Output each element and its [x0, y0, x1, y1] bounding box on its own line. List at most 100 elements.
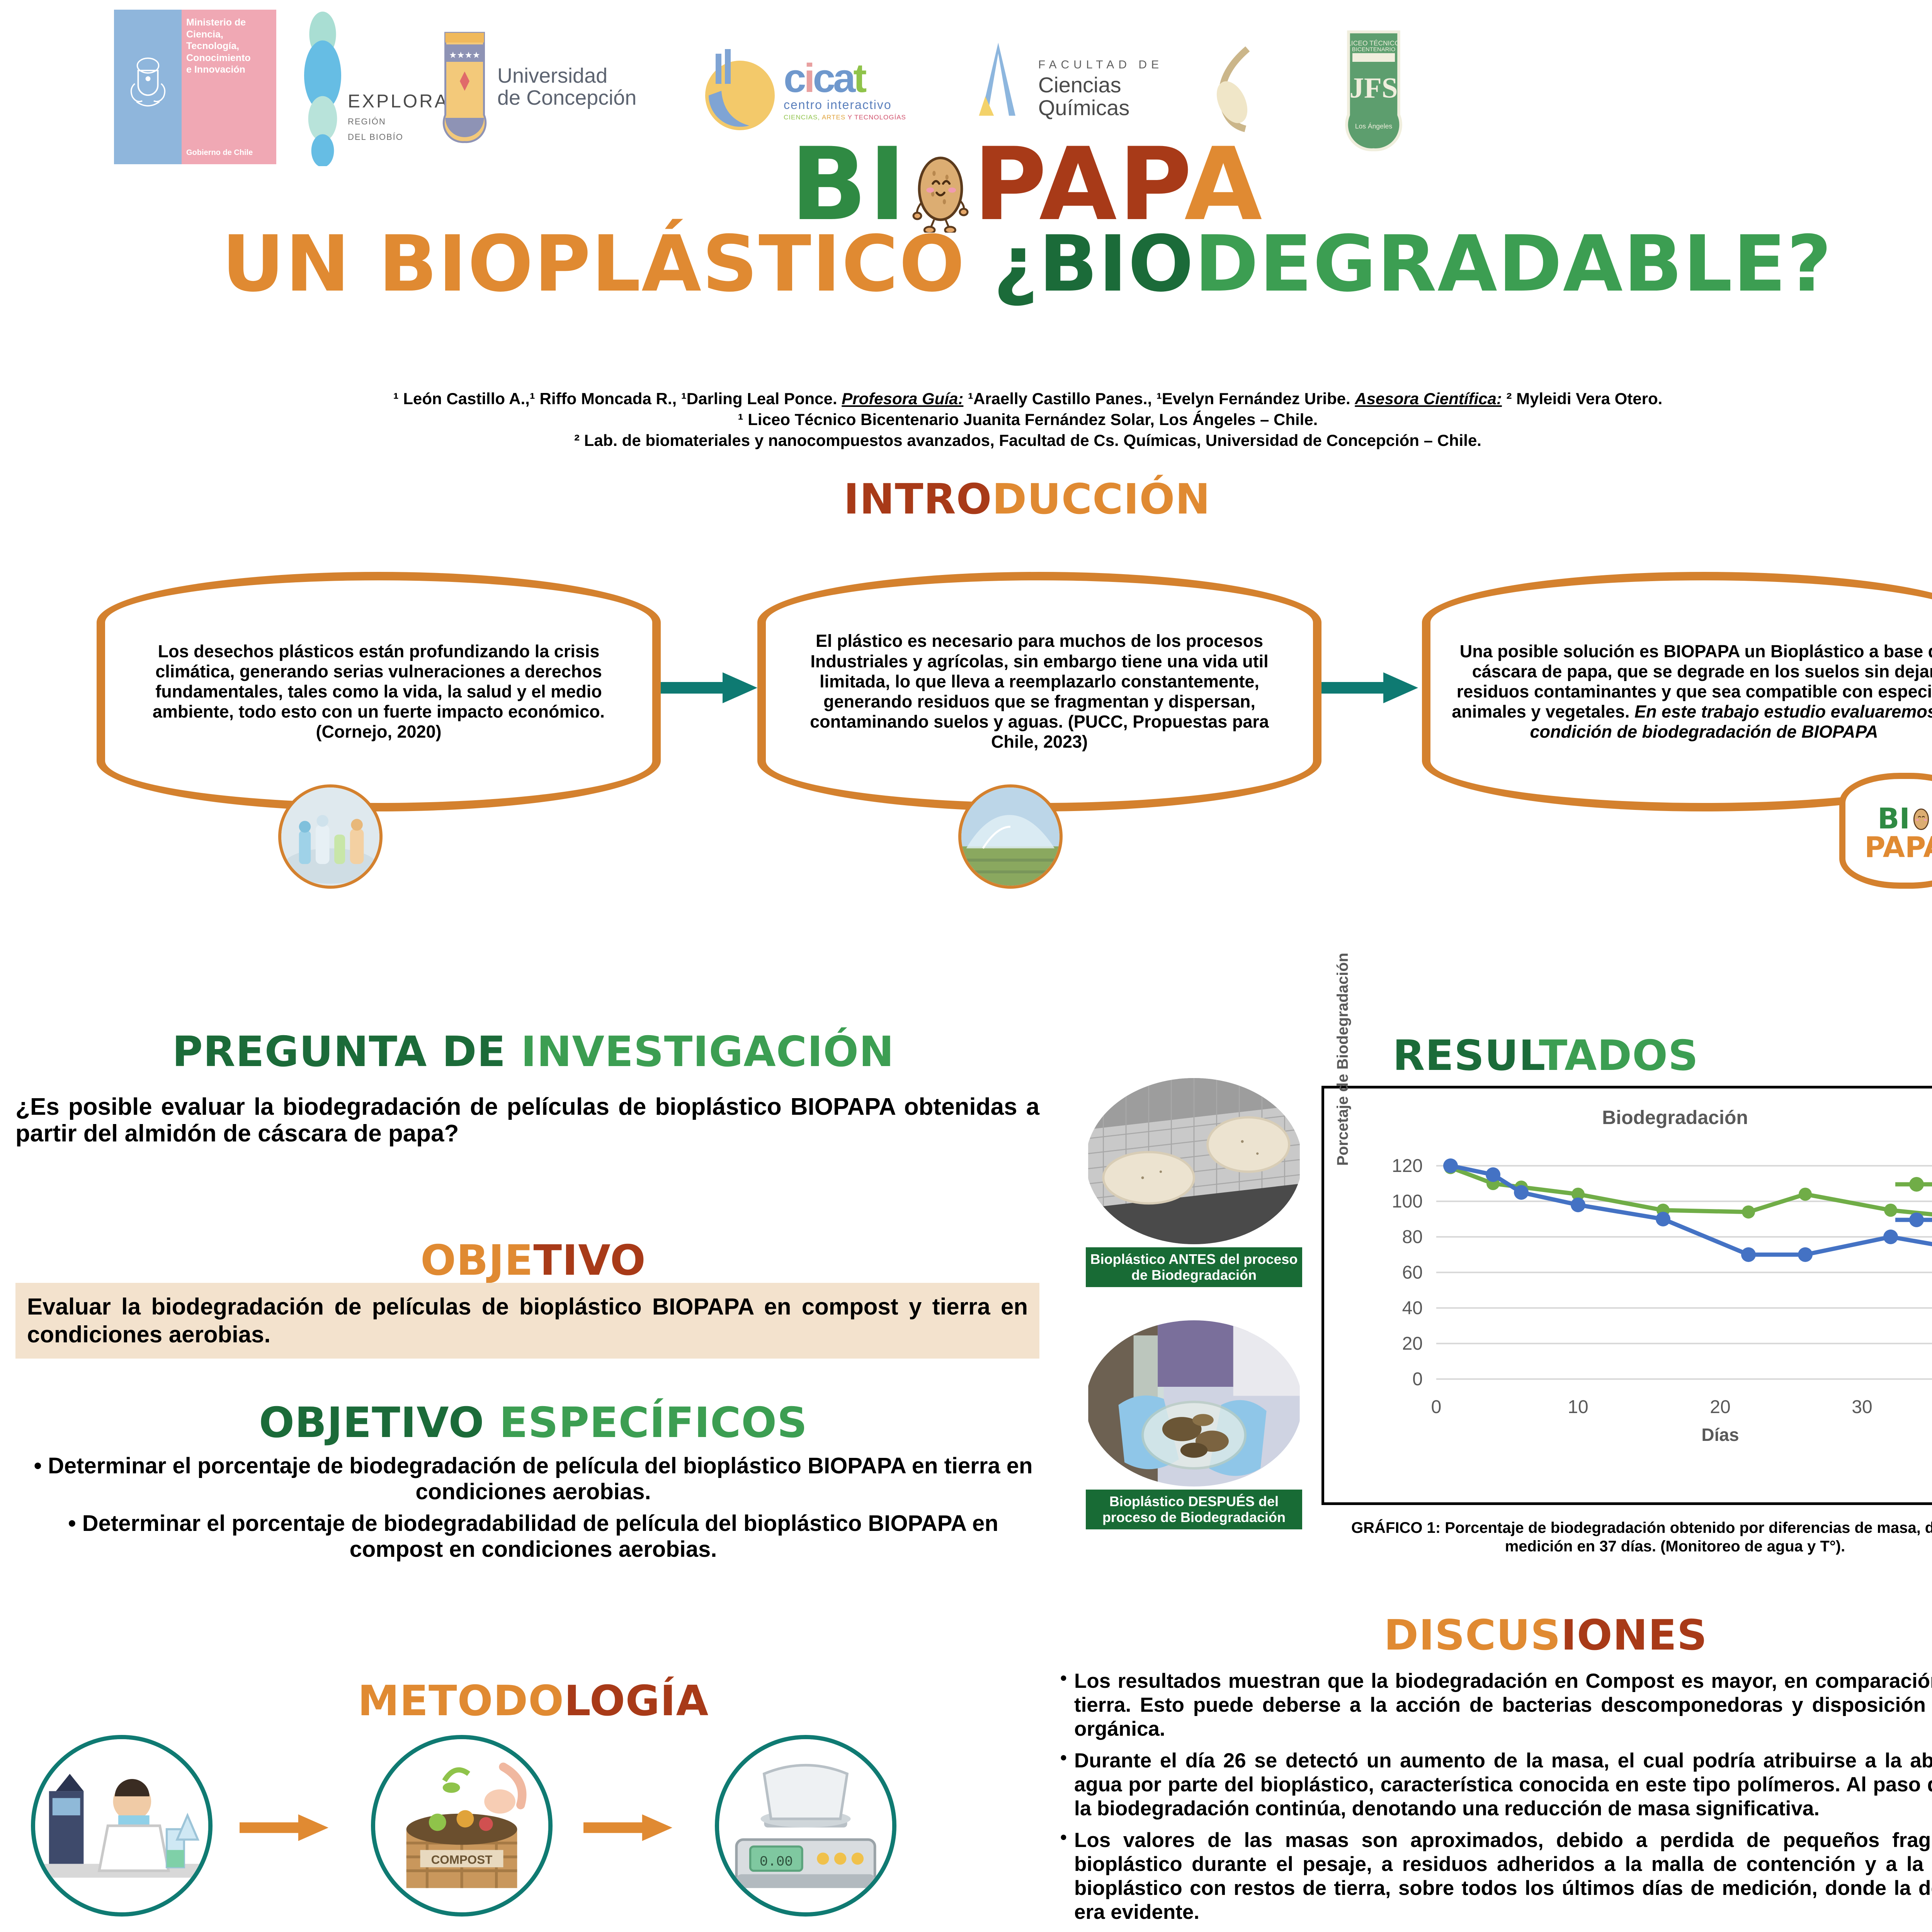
title-papa-1: PAP [973, 126, 1185, 243]
chart-title: Biodegradación [1602, 1107, 1748, 1128]
heading-oe-part2: ESPECÍFICOS [499, 1399, 808, 1447]
metodologia-illustration-compost: COMPOST [371, 1735, 553, 1917]
chart-markers-compost [1443, 1158, 1898, 1262]
ministerio-line-5: e Innovación [186, 64, 245, 75]
ministerio-crest-panel [114, 10, 182, 164]
svg-text:20: 20 [1402, 1333, 1423, 1354]
chart-x-axis-label: Días [1701, 1425, 1739, 1445]
cicat-wordmark: cicat [784, 56, 867, 101]
facultad-bottom-label: Ciencias Químicas [1038, 73, 1130, 120]
explora-leaf-icon [304, 12, 341, 166]
logo-ministerio-ciencia: Ministerio de Ciencia, Tecnología, Conoc… [114, 10, 276, 164]
heading-pregunta-part1: PREGUNTA DE [172, 1028, 521, 1076]
ministerio-line-2: Ciencia, [186, 29, 223, 40]
metodologia-illustration-balance: 0.00 [715, 1735, 896, 1917]
cicat-mark-icon [705, 49, 775, 130]
chart-svg: 120 100 80 60 40 20 0 0 10 20 30 40 [1392, 1156, 1932, 1445]
ministerio-line-1: Ministerio de [186, 17, 246, 28]
intro-bubble-2-text: El plástico es necesario para muchos de … [810, 631, 1269, 752]
jfs-shield-icon: LICEO TÉCNICO BICENTENARIO JFS Los Ángel… [1345, 30, 1402, 151]
logo-cicat: cicat centro interactivo CIENCIAS, ARTES… [699, 27, 939, 155]
pregunta-investigacion-text: ¿Es posible evaluar la biodegradación de… [15, 1094, 1039, 1147]
facultad-top-label: FACULTAD DE [1038, 58, 1163, 71]
main-subtitle: UN BIOPLÁSTICO ¿BIODEGRADABLE? [0, 226, 1932, 303]
biopapa-badge-papa: PAPA [1864, 830, 1932, 864]
introduccion-row: Los desechos plásticos están profundizan… [0, 522, 1932, 931]
photo-before-caption: Bioplástico ANTES del proceso de Biodegr… [1086, 1247, 1302, 1287]
svg-text:30: 30 [1852, 1397, 1872, 1417]
logo-jfs: LICEO TÉCNICO BICENTENARIO JFS Los Ángel… [1345, 23, 1472, 158]
intro-bubble-1-text: Los desechos plásticos están profundizan… [152, 641, 605, 742]
ministerio-gobierno-label: Gobierno de Chile [186, 148, 253, 157]
arrow-right-icon-2 [1321, 672, 1418, 703]
chart-y-axis-label: Porcetaje de Biodegradación [1334, 952, 1351, 1166]
intro-bubble-3: Una posible solución es BIOPAPA un Biopl… [1422, 572, 1932, 811]
svg-text:100: 100 [1392, 1191, 1423, 1212]
ministerio-line-3: Tecnología, [186, 41, 240, 51]
biodegradation-chart: Biodegradación Porcetaje de Biodegradaci… [1321, 953, 1932, 1505]
objetivo-box: Evaluar la biodegradación de películas d… [15, 1283, 1039, 1359]
main-title: BI PAPA [0, 134, 1932, 235]
heading-pregunta-part2: INVESTIGACIÓN [520, 1028, 895, 1076]
objetivo-text: Evaluar la biodegradación de películas d… [27, 1294, 1028, 1347]
heading-metodologia: METODOLOGÍA [12, 1677, 1055, 1725]
svg-text:20: 20 [1710, 1397, 1730, 1417]
logo-explora: EXPLORA REGIÓN DEL BIOBÍO [290, 8, 452, 170]
heading-discusiones: DISCUSIONES [1043, 1611, 1932, 1660]
discusiones-list: Los resultados muestran que la biodegrad… [1059, 1668, 1932, 1932]
metodologia-arrow-2-icon [583, 1814, 672, 1841]
chart-caption: GRÁFICO 1: Porcentaje de biodegradación … [1351, 1519, 1932, 1555]
svg-text:Los Ángeles: Los Ángeles [1355, 122, 1393, 130]
svg-text:JFS: JFS [1349, 72, 1398, 104]
logo-bar: Ministerio de Ciencia, Tecnología, Conoc… [0, 0, 1932, 178]
intro-photo-plastic-waste [278, 784, 383, 889]
subtitle-part-3: DEGRADABLE? [1194, 219, 1833, 309]
svg-text:★★★★: ★★★★ [449, 50, 480, 60]
resultados-photo-column: Bioplástico ANTES del proceso de Biodegr… [1086, 1078, 1302, 1529]
metodologia-arrow-1-icon [240, 1814, 328, 1841]
subtitle-part-1: UN BIOPLÁSTICO [221, 219, 993, 309]
photo-after-caption: Bioplástico DESPUÉS del proceso de Biode… [1086, 1489, 1302, 1529]
author-names-2: ¹Araelly Castillo Panes., ¹Evelyn Fernán… [963, 389, 1355, 408]
subtitle-part-2: ¿BIO [993, 219, 1195, 309]
heading-oe-part1: OBJETIVO [259, 1399, 500, 1447]
photo-bioplastic-after [1086, 1320, 1302, 1486]
potato-mascot-small-icon [1913, 808, 1929, 830]
heading-resultados-part2: TADOS [1539, 1032, 1699, 1080]
plastic-waste-illustration [281, 787, 379, 886]
affiliation-line-2: ² Lab. de biomateriales y nanocompuestos… [574, 431, 1481, 449]
explora-region-2: DEL BIOBÍO [348, 132, 403, 142]
potato-mascot-icon [912, 156, 969, 233]
metodologia-row: COMPOST 0.00 [23, 1735, 1036, 1932]
title-papa-2: A [1184, 126, 1264, 243]
lab-scientist-illustration [35, 1739, 208, 1912]
analytical-balance-illustration: 0.00 [719, 1739, 892, 1912]
heading-objetivo-part1: OBJE [420, 1236, 534, 1285]
author-names-1: ¹ León Castillo A.,¹ Riffo Moncada R., ¹… [393, 389, 842, 408]
logo-facultad-ciencias-quimicas: FACULTAD DE Ciencias Químicas [966, 29, 1260, 149]
intro-bubble-3-italic: En este trabajo estudio evaluaremos la c… [1530, 702, 1932, 742]
chart-x-ticks: 0 10 20 30 40 [1431, 1397, 1872, 1417]
objetivo-especifico-item: Determinar el porcentaje de biodegradabi… [27, 1510, 1039, 1563]
discusion-item: Los valores de las masas son aproximados… [1059, 1827, 1932, 1924]
heading-introduccion-part2: DUCCIÓN [992, 475, 1211, 524]
chart-legend: TIERRA COMPOS [1895, 1177, 1932, 1227]
svg-text:0: 0 [1431, 1397, 1442, 1417]
affiliation-line-1: ¹ Liceo Técnico Bicentenario Juanita Fer… [738, 410, 1318, 429]
heading-metodologia-part1: METODO [357, 1677, 564, 1725]
svg-text:BICENTENARIO: BICENTENARIO [1352, 46, 1396, 53]
photo-bioplastic-before [1086, 1078, 1302, 1244]
chile-coat-of-arms-icon [130, 57, 165, 107]
arrow-right-icon-1 [661, 672, 757, 703]
objetivos-especificos-list: Determinar el porcentaje de biodegradaci… [27, 1453, 1039, 1568]
svg-text:LICEO TÉCNICO: LICEO TÉCNICO [1347, 39, 1400, 47]
explora-region-1: REGIÓN [348, 117, 386, 126]
discusion-item: Durante el día 26 se detectó un aumento … [1059, 1747, 1932, 1821]
objetivo-especifico-item: Determinar el porcentaje de biodegradaci… [27, 1453, 1039, 1505]
facultad-swirl-icon [1216, 46, 1250, 132]
intro-bubble-3-text: Una posible solución es BIOPAPA un Biopl… [1451, 641, 1932, 742]
heading-resultados-part1: RESUL [1393, 1032, 1539, 1080]
chart-y-ticks: 120 100 80 60 40 20 0 [1392, 1156, 1423, 1389]
heading-introduccion: INTRODUCCIÓN [0, 475, 1932, 524]
author-block: ¹ León Castillo A.,¹ Riffo Moncada R., ¹… [46, 388, 1932, 451]
